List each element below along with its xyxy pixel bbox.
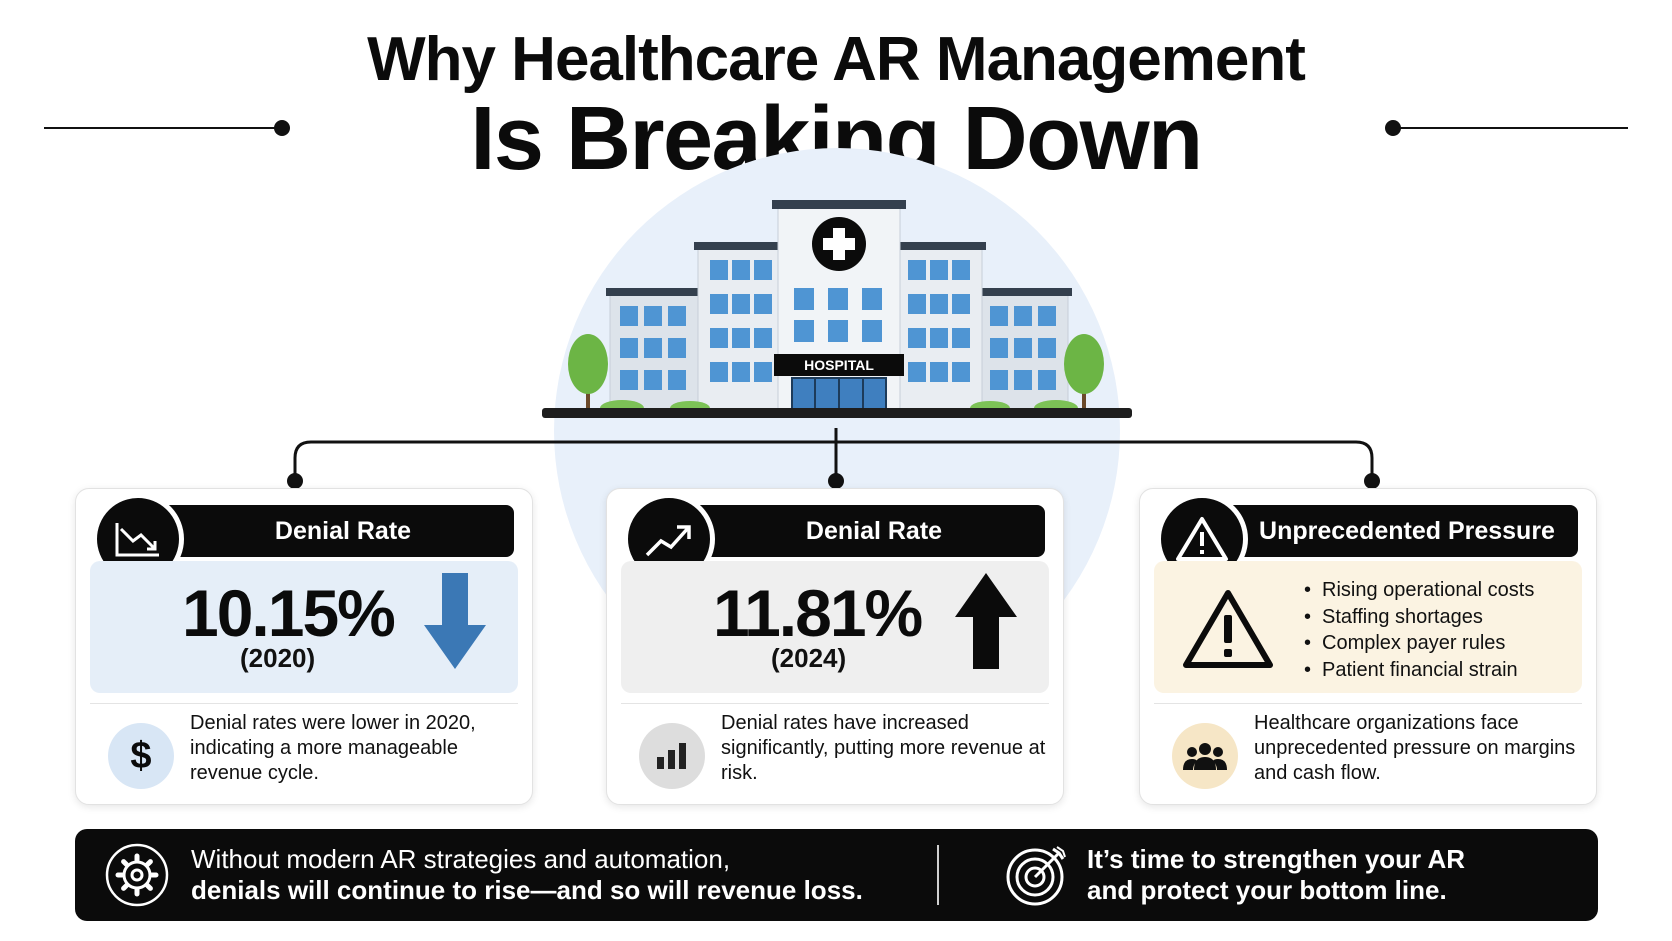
card-header: Unprecedented Pressure (1216, 505, 1578, 557)
banner-right-line-1: It’s time to strengthen your AR (1087, 844, 1465, 874)
list-item: Complex payer rules (1304, 630, 1534, 657)
banner-right-line-2: and protect your bottom line. (1087, 875, 1447, 905)
stat-value: 11.81% (713, 576, 923, 650)
stat-value: 10.15% (182, 576, 396, 650)
decorative-line-right (1392, 127, 1628, 129)
list-item: Staffing shortages (1304, 604, 1534, 631)
banner-left-line-1: Without modern AR strategies and automat… (191, 844, 731, 874)
banner-warning-text: Without modern AR strategies and automat… (191, 844, 863, 906)
card-denial-rate-2020: Denial Rate 10.15% (2020) $ Denial rates… (75, 488, 533, 805)
dollar-symbol: $ (130, 734, 152, 777)
banner-cta-text: It’s time to strengthen your AR and prot… (1087, 844, 1465, 906)
list-item: Patient financial strain (1304, 657, 1534, 684)
bar-chart-icon (639, 723, 705, 789)
hospital-sign: HOSPITAL (804, 357, 874, 373)
gear-icon (105, 843, 169, 907)
card-denial-rate-2024: Denial Rate 11.81% (2024) Denial rates h… (606, 488, 1064, 805)
page-title-line-1: Why Healthcare AR Management (367, 25, 1306, 94)
arrow-down-icon (424, 573, 486, 669)
banner-left-line-2: denials will continue to rise—and so wil… (191, 875, 863, 905)
card-description: Healthcare organizations face unpreceden… (1254, 712, 1576, 784)
card-unprecedented-pressure: Unprecedented Pressure Rising operationa… (1139, 488, 1597, 805)
decorative-dot-left (274, 120, 290, 136)
banner-divider (937, 845, 939, 905)
card-description: Denial rates were lower in 2020, indicat… (190, 712, 476, 784)
people-icon (1172, 723, 1238, 789)
decorative-line-left (44, 127, 280, 129)
pressure-panel: Rising operational costs Staffing shorta… (1154, 561, 1582, 693)
stat-year: (2024) (771, 643, 847, 673)
list-item: Rising operational costs (1304, 577, 1534, 604)
card-divider (1154, 703, 1582, 704)
card-header: Denial Rate (152, 505, 514, 557)
call-to-action-banner: Without modern AR strategies and automat… (75, 829, 1598, 921)
stat-year: (2020) (240, 643, 316, 673)
dollar-icon: $ (108, 723, 174, 789)
stat-panel: 11.81% (2024) (621, 561, 1049, 693)
target-icon (1006, 846, 1066, 906)
card-divider (621, 703, 1049, 704)
decorative-dot-right (1385, 120, 1401, 136)
arrow-up-icon (955, 573, 1017, 669)
warning-icon (1183, 590, 1273, 668)
stat-panel: 10.15% (2020) (90, 561, 518, 693)
card-header: Denial Rate (683, 505, 1045, 557)
card-divider (90, 703, 518, 704)
hospital-illustration: HOSPITAL (542, 200, 1132, 418)
connector-lines (287, 428, 1380, 489)
card-description: Denial rates have increased significantl… (721, 712, 1046, 784)
pressure-list: Rising operational costs Staffing shorta… (1304, 577, 1534, 683)
